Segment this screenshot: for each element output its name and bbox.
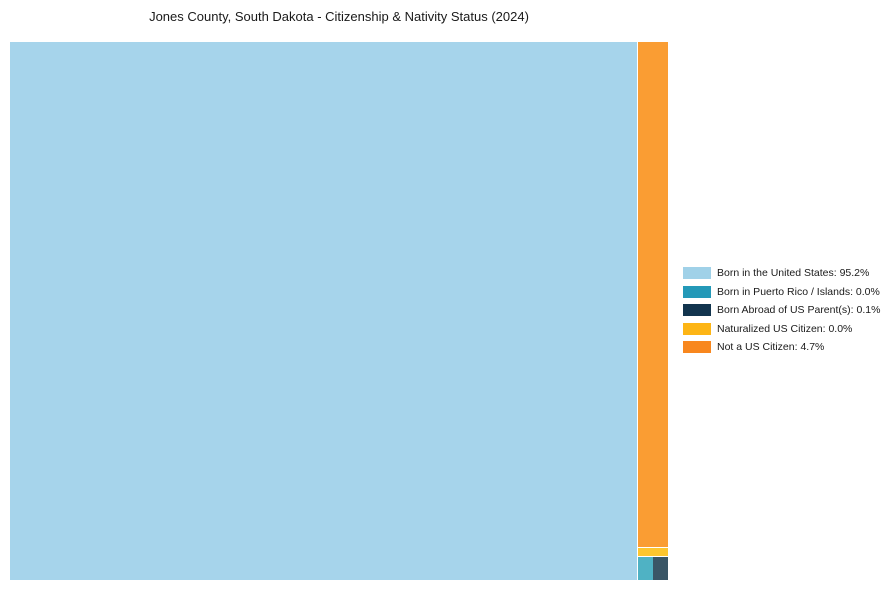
treemap-tile-naturalized-us-citizen (638, 548, 668, 556)
treemap-tile-not-a-us-citizen (638, 42, 668, 547)
legend: Born in the United States: 95.2% Born in… (683, 267, 880, 360)
legend-swatch-born-in-us (683, 267, 711, 279)
legend-label-naturalized: Naturalized US Citizen: 0.0% (717, 322, 853, 335)
treemap-tile-born-abroad-of-us-parents (653, 557, 668, 580)
legend-swatch-born-in-puerto-rico (683, 285, 711, 298)
legend-item-not-a-citizen: Not a US Citizen: 4.7% (683, 341, 880, 353)
treemap-tile-born-in-puerto-rico-islands (638, 557, 653, 580)
legend-item-born-in-puerto-rico: Born in Puerto Rico / Islands: 0.0% (683, 285, 880, 298)
legend-swatch-naturalized (683, 322, 711, 335)
legend-swatch-not-a-citizen (683, 341, 711, 353)
legend-label-born-in-puerto-rico: Born in Puerto Rico / Islands: 0.0% (717, 285, 880, 298)
legend-swatch-born-abroad (683, 304, 711, 316)
chart-title: Jones County, South Dakota - Citizenship… (149, 9, 529, 24)
legend-item-naturalized: Naturalized US Citizen: 0.0% (683, 322, 880, 335)
legend-label-born-in-us: Born in the United States: 95.2% (717, 267, 870, 279)
treemap-tile-born-in-us (10, 42, 637, 580)
legend-item-born-in-us: Born in the United States: 95.2% (683, 267, 880, 279)
legend-item-born-abroad: Born Abroad of US Parent(s): 0.1% (683, 304, 880, 316)
legend-label-born-abroad: Born Abroad of US Parent(s): 0.1% (717, 304, 881, 316)
treemap-plot-area (10, 42, 668, 580)
legend-label-not-a-citizen: Not a US Citizen: 4.7% (717, 341, 825, 353)
